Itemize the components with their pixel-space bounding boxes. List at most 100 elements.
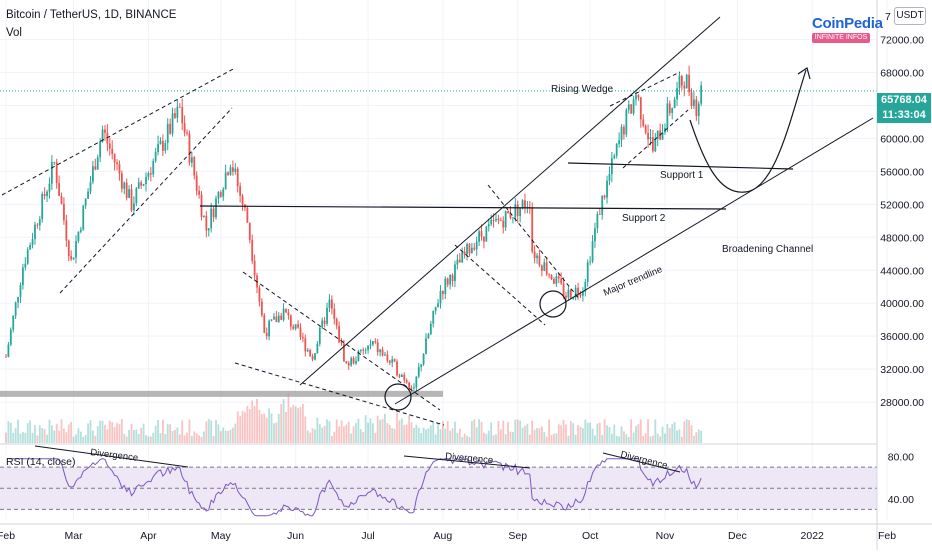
- volume-bar: [528, 434, 531, 443]
- volume-bar: [159, 433, 162, 443]
- candle-body: [591, 241, 594, 262]
- volume-bar: [596, 423, 599, 443]
- volume-bar: [87, 423, 89, 443]
- candle-body: [248, 222, 251, 240]
- volume-bar: [135, 429, 138, 443]
- volume-bar: [176, 427, 179, 443]
- price-axis-tick: 28000.00: [880, 397, 924, 409]
- candle-body: [483, 236, 485, 242]
- channel-upper-dashed: [1, 67, 236, 196]
- volume-bar: [410, 422, 413, 443]
- volume-bar: [608, 427, 611, 443]
- candle-body: [598, 214, 601, 215]
- volume-bar: [294, 406, 297, 443]
- candle-body: [34, 224, 36, 240]
- candle-body: [668, 103, 671, 113]
- candle-body: [41, 193, 44, 220]
- candle-body: [577, 287, 579, 295]
- candle-body: [400, 374, 403, 377]
- candle-body: [458, 259, 461, 263]
- volume-bar: [96, 426, 99, 443]
- volume-bar: [386, 423, 389, 443]
- candle-body: [70, 256, 73, 260]
- volume-bar: [615, 435, 618, 443]
- candle-body: [241, 195, 244, 205]
- time-axis-tick: May: [211, 530, 232, 542]
- volume-bar: [94, 435, 97, 443]
- candle-body: [326, 307, 328, 324]
- rising-wedge-lower-dashed: [622, 109, 689, 169]
- volume-bar: [301, 403, 304, 443]
- candle-body: [183, 123, 186, 133]
- volume-bar: [461, 436, 464, 443]
- candle-body: [625, 109, 628, 135]
- candle-body: [410, 387, 413, 389]
- volume-bar: [577, 425, 579, 443]
- candle-body: [678, 75, 681, 88]
- channel-lower-dashed: [59, 107, 233, 294]
- volume-bar: [323, 425, 326, 443]
- candle-body: [227, 172, 229, 175]
- volume-bar: [219, 431, 222, 443]
- volume-bar: [343, 426, 345, 443]
- volume-bar: [304, 416, 307, 443]
- candle-body: [509, 213, 512, 219]
- volume-bar: [574, 434, 577, 443]
- volume-bar: [567, 435, 570, 443]
- volume-bar: [193, 431, 196, 443]
- candle-body: [50, 162, 53, 184]
- volume-bar: [246, 405, 249, 443]
- candle-body: [9, 329, 12, 345]
- candle-body: [596, 214, 599, 229]
- current-price-tag: 65768.04 11:33:04: [877, 93, 931, 123]
- candle-body: [229, 167, 232, 175]
- volume-bar: [326, 419, 328, 443]
- candle-body: [99, 141, 102, 158]
- candle-body: [309, 349, 312, 357]
- volume-bar: [478, 419, 481, 443]
- time-axis-tick: Nov: [656, 530, 675, 542]
- volume-bar: [495, 434, 497, 443]
- volume-bar: [613, 424, 616, 443]
- candle-body: [651, 137, 654, 152]
- volume-bar: [195, 433, 198, 443]
- currency-button[interactable]: USDT: [894, 7, 926, 25]
- volume-bar: [557, 424, 560, 443]
- volume-bar: [186, 432, 188, 443]
- candle-body: [519, 207, 522, 217]
- candle-body: [507, 211, 509, 214]
- candle-body: [343, 343, 345, 362]
- volume-bar: [345, 424, 348, 443]
- volume-bar: [171, 430, 174, 443]
- candle-body: [635, 95, 637, 100]
- candle-body: [212, 208, 215, 218]
- volume-bar: [405, 424, 408, 443]
- volume-bar: [507, 422, 509, 443]
- candle-body: [101, 129, 104, 142]
- candle-body: [516, 204, 519, 217]
- volume-bar: [700, 431, 703, 443]
- price-axis-tick: 72000.00: [880, 35, 924, 47]
- candle-body: [693, 99, 695, 106]
- volume-bar: [466, 435, 468, 443]
- volume-bar: [695, 432, 698, 443]
- candle-body: [384, 354, 386, 356]
- volume-bar: [277, 413, 280, 443]
- logo-text: CoinPedia: [812, 15, 883, 32]
- candle-body: [560, 278, 563, 284]
- volume-bar: [104, 424, 106, 443]
- volume-bar: [174, 429, 176, 443]
- candle-body: [333, 308, 336, 319]
- candle-body: [371, 341, 374, 345]
- volume-bar: [46, 434, 48, 443]
- volume-bar: [367, 422, 369, 443]
- volume-bar: [693, 435, 695, 443]
- candle-body: [463, 251, 466, 255]
- volume-bar: [668, 428, 671, 443]
- volume-bar: [623, 431, 625, 443]
- candle-body: [639, 97, 642, 120]
- candle-body: [367, 345, 369, 350]
- candle-body: [579, 294, 582, 296]
